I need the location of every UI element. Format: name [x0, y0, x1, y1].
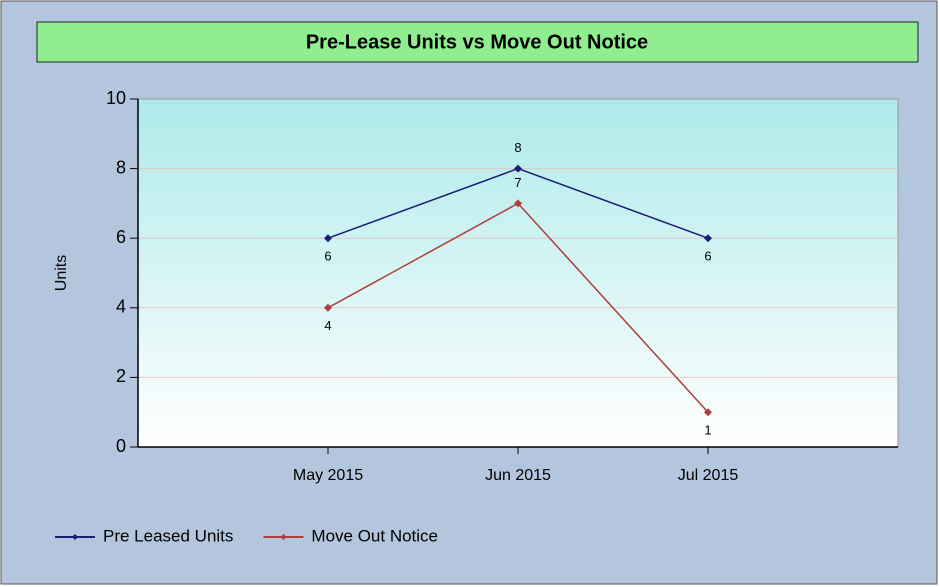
y-tick-label: 10 — [106, 88, 126, 108]
data-label: 7 — [514, 175, 521, 190]
legend-label: Move Out Notice — [311, 526, 438, 545]
point — [704, 408, 712, 417]
data-label: 8 — [514, 140, 521, 155]
point — [704, 234, 712, 243]
data-label: 6 — [704, 249, 711, 264]
y-tick-label: 2 — [116, 366, 126, 386]
x-tick-label: May 2015 — [293, 467, 363, 484]
x-tick-label: Jun 2015 — [485, 467, 551, 484]
data-label: 6 — [324, 249, 331, 264]
chart-title: Pre-Lease Units vs Move Out Notice — [306, 31, 648, 53]
legend-marker — [72, 534, 78, 540]
y-tick-label: 4 — [116, 297, 126, 317]
y-tick-label: 6 — [116, 227, 126, 247]
x-tick-label: Jul 2015 — [678, 467, 739, 484]
data-label: 4 — [324, 318, 331, 333]
legend-label: Pre Leased Units — [103, 526, 233, 545]
data-label: 1 — [704, 423, 711, 438]
title-box — [36, 21, 919, 63]
legend-marker — [280, 534, 287, 540]
point — [514, 164, 522, 173]
point — [514, 199, 522, 208]
point — [324, 303, 332, 312]
y-tick-label: 0 — [116, 436, 126, 456]
point — [324, 234, 332, 243]
plot-area — [137, 98, 899, 448]
y-axis-label: Units — [53, 255, 70, 291]
y-tick-label: 8 — [116, 157, 126, 177]
